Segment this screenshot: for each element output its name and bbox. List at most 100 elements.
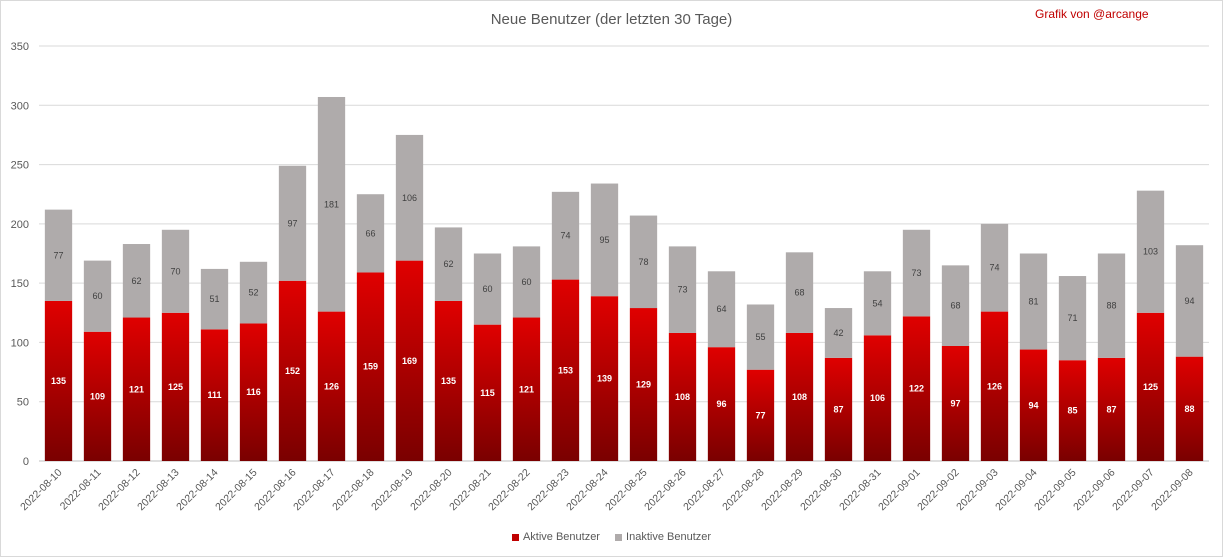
bar-active [161, 312, 190, 461]
bar-active [278, 280, 307, 461]
x-tick-label: 2022-09-08 [1149, 467, 1196, 514]
y-tick-label: 200 [11, 219, 29, 231]
bar-inactive [83, 260, 112, 332]
data-label-inactive: 51 [209, 294, 219, 304]
data-label-inactive: 55 [755, 332, 765, 342]
bar-active [1175, 356, 1204, 461]
legend: Aktive Benutzer Inaktive Benutzer [1, 531, 1222, 543]
data-label-active: 111 [207, 390, 221, 400]
bar-inactive [1097, 253, 1126, 358]
legend-label-active: Aktive Benutzer [522, 531, 600, 543]
legend-item-inactive: Inaktive Benutzer [615, 531, 711, 543]
bar-inactive [239, 261, 268, 324]
bar-inactive [863, 271, 892, 336]
data-label-inactive: 97 [287, 218, 297, 228]
bar-inactive [941, 265, 970, 346]
data-label-active: 109 [90, 391, 105, 401]
bar-inactive [590, 183, 619, 297]
bar-active [239, 323, 268, 461]
data-label-active: 121 [129, 384, 144, 394]
data-label-active: 135 [441, 376, 456, 386]
y-tick-label: 50 [17, 397, 29, 409]
data-label-active: 106 [870, 393, 885, 403]
data-label-active: 126 [987, 381, 1002, 391]
bar-inactive [785, 252, 814, 333]
bar-inactive [1058, 276, 1087, 361]
bar-active [902, 316, 931, 461]
bar-active [941, 345, 970, 461]
data-label-inactive: 74 [560, 231, 570, 241]
data-label-active: 125 [168, 382, 183, 392]
data-label-active: 88 [1184, 404, 1194, 414]
data-label-inactive: 68 [794, 288, 804, 298]
bar-active [395, 260, 424, 461]
bar-inactive [824, 308, 853, 358]
data-label-active: 169 [402, 356, 417, 366]
data-label-inactive: 103 [1143, 247, 1158, 257]
bar-inactive [980, 223, 1009, 312]
bar-inactive [746, 304, 775, 370]
data-label-active: 153 [558, 365, 573, 375]
bar-inactive [668, 246, 697, 333]
data-label-inactive: 78 [638, 257, 648, 267]
data-label-inactive: 94 [1184, 296, 1194, 306]
bar-active [551, 279, 580, 461]
data-label-inactive: 106 [402, 193, 417, 203]
bar-inactive [1175, 245, 1204, 357]
data-label-inactive: 181 [324, 199, 339, 209]
data-label-active: 108 [675, 392, 690, 402]
bar-active [122, 317, 151, 461]
chart-svg: 135 77 109 60 121 62 125 70 111 51 116 52 152 97 126 18… [11, 41, 1209, 514]
data-label-active: 139 [597, 374, 612, 384]
bar-inactive [317, 96, 346, 312]
data-label-inactive: 54 [872, 298, 882, 308]
data-label-inactive: 73 [677, 285, 687, 295]
legend-item-active: Aktive Benutzer [511, 531, 600, 543]
data-label-active: 87 [1106, 404, 1116, 414]
data-label-inactive: 68 [950, 301, 960, 311]
bar-active [863, 335, 892, 461]
data-label-active: 85 [1067, 406, 1077, 416]
bar-layer [44, 96, 1204, 461]
bar-inactive [278, 165, 307, 281]
data-label-active: 135 [51, 376, 66, 386]
x-tick-label: 2022-08-10 [18, 467, 65, 514]
data-label-active: 125 [1143, 382, 1158, 392]
bar-active [707, 347, 736, 461]
bar-active [1019, 349, 1048, 461]
data-label-inactive: 66 [365, 228, 375, 238]
bar-active [1058, 360, 1087, 461]
data-label-inactive: 81 [1028, 297, 1038, 307]
data-label-inactive: 60 [92, 291, 102, 301]
data-label-active: 97 [950, 398, 960, 408]
data-label-inactive: 60 [521, 277, 531, 287]
data-label-inactive: 42 [833, 328, 843, 338]
grid-layer [39, 45, 1209, 462]
credit-text: Grafik von @arcange [1035, 7, 1149, 21]
legend-swatch-inactive [615, 533, 623, 541]
bar-inactive [707, 271, 736, 348]
bar-active [356, 272, 385, 461]
y-tick-label: 250 [11, 160, 29, 172]
data-label-active: 116 [246, 387, 261, 397]
data-label-active: 108 [792, 392, 807, 402]
data-label-active: 126 [324, 381, 339, 391]
data-label-inactive: 64 [716, 304, 726, 314]
bar-inactive [44, 209, 73, 301]
bar-inactive [356, 194, 385, 273]
bar-inactive [200, 268, 229, 330]
bar-active [473, 324, 502, 461]
bar-active [629, 308, 658, 461]
bar-inactive [434, 227, 463, 301]
bar-inactive [512, 246, 541, 318]
data-label-active: 87 [833, 404, 843, 414]
data-label-active: 159 [363, 362, 378, 372]
legend-label-inactive: Inaktive Benutzer [626, 531, 712, 543]
bar-inactive [395, 134, 424, 261]
bar-active [1097, 357, 1126, 461]
bar-inactive [902, 229, 931, 317]
data-label-inactive: 74 [989, 263, 999, 273]
bar-active [746, 369, 775, 461]
data-label-inactive: 73 [911, 268, 921, 278]
y-tick-label: 100 [11, 337, 29, 349]
